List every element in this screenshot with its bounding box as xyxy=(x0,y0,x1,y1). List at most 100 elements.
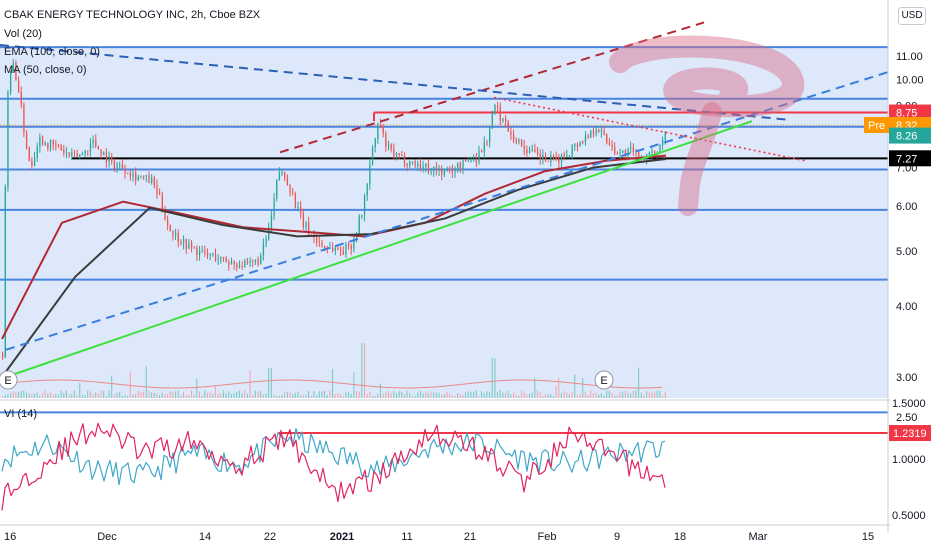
volume-bar xyxy=(17,391,20,398)
candle-body xyxy=(369,164,371,185)
volume-bar xyxy=(475,390,477,398)
time-tick-label: 11 xyxy=(401,531,412,543)
volume-bar xyxy=(347,391,350,398)
candle-body xyxy=(124,168,126,173)
candle-body xyxy=(188,242,190,249)
candle-body xyxy=(129,172,132,177)
indicator-label-vi[interactable]: VI (14) xyxy=(4,408,38,420)
band-bottom xyxy=(0,279,888,398)
candle-body xyxy=(531,149,533,151)
candle-body xyxy=(228,262,230,265)
candle-body xyxy=(249,261,251,263)
vi-plus-line xyxy=(1,427,666,486)
candle-body xyxy=(520,139,523,146)
candle-body xyxy=(167,219,169,226)
volume-bar xyxy=(369,392,371,398)
candle-body xyxy=(316,237,318,242)
indicator-label-ema[interactable]: EMA (100, close, 0) xyxy=(4,46,100,58)
volume-bar xyxy=(284,391,286,398)
candle-body xyxy=(73,152,76,154)
volume-bar xyxy=(111,375,113,398)
candle-body xyxy=(108,156,110,162)
price-tick-label: 5.00 xyxy=(896,246,917,258)
candle-body xyxy=(425,163,427,167)
volume-bar xyxy=(358,391,360,398)
candle-body xyxy=(92,139,94,144)
volume-ma-line xyxy=(1,379,663,389)
indicator-label-ma[interactable]: MA (50, close, 0) xyxy=(4,64,87,76)
trend-lines xyxy=(0,21,932,378)
candle-body xyxy=(422,166,424,169)
candle-body xyxy=(379,124,382,128)
volume-bar xyxy=(300,395,302,398)
candle-body xyxy=(494,105,496,114)
candle-body xyxy=(457,163,459,172)
candle-body xyxy=(334,248,336,251)
candle-body xyxy=(371,147,374,165)
volume-bar xyxy=(603,395,605,398)
time-tick-label: 15 xyxy=(862,531,874,543)
candle-body xyxy=(550,156,552,162)
volume-bar xyxy=(656,390,658,398)
chart-title: CBAK ENERGY TECHNOLOGY INC, 2h, Cboe BZX xyxy=(4,9,261,21)
volume-bar xyxy=(654,392,656,398)
candle-body xyxy=(156,185,158,194)
candle-body xyxy=(204,250,206,253)
candle-body xyxy=(339,249,342,252)
volume-bar xyxy=(627,392,629,398)
pre-market-tag-text: Pre xyxy=(868,120,885,132)
candle-body xyxy=(406,163,408,166)
candle-body xyxy=(385,133,387,147)
candle-body xyxy=(103,152,105,156)
volume-bar xyxy=(273,395,275,398)
currency-button[interactable]: USD xyxy=(898,7,926,25)
volume-bar xyxy=(252,394,254,398)
volume-bar xyxy=(446,392,448,398)
candle-body xyxy=(598,129,600,132)
candle-body xyxy=(539,153,541,159)
volume-bar xyxy=(182,391,185,398)
candle-body xyxy=(587,135,589,138)
volume-bar xyxy=(270,368,272,398)
indicator-label-vol[interactable]: Vol (20) xyxy=(4,28,42,40)
volume-bar xyxy=(526,394,528,398)
candle-body xyxy=(390,144,392,149)
time-tick-label: 16 xyxy=(4,531,16,543)
volume-bar xyxy=(254,390,256,398)
volume-bar xyxy=(20,391,22,398)
volume-bar xyxy=(568,394,570,398)
candle-body xyxy=(63,149,65,153)
candle-body xyxy=(182,239,185,244)
volume-bar xyxy=(337,393,339,398)
candle-body xyxy=(9,70,12,93)
volume-bar xyxy=(217,394,219,398)
candle-body xyxy=(196,247,198,256)
candle-body xyxy=(153,177,155,186)
candle-body xyxy=(294,194,297,209)
volume-bar xyxy=(100,390,102,398)
volume-bar xyxy=(68,394,70,398)
candle-body xyxy=(268,227,270,239)
volume-bar xyxy=(579,393,581,398)
candle-body xyxy=(52,140,54,145)
volume-bar xyxy=(587,394,589,398)
last-price-tag-text: 8.26 xyxy=(896,131,917,143)
volume-bar xyxy=(169,391,171,398)
volume-bar xyxy=(651,391,653,398)
volume-bar xyxy=(366,393,368,398)
volume-bar xyxy=(398,391,400,398)
candle-body xyxy=(180,242,182,244)
candle-body xyxy=(467,160,470,162)
time-tick-label: 22 xyxy=(264,531,276,543)
volume-bar xyxy=(619,392,621,398)
candle-body xyxy=(4,186,6,358)
volume-bar xyxy=(425,391,427,398)
candle-body xyxy=(68,152,70,156)
vi-tick-label: 0.5000 xyxy=(892,510,926,522)
moving-averages xyxy=(1,154,667,378)
volume-bar xyxy=(560,392,562,398)
candle-body xyxy=(654,151,656,155)
volume-bar xyxy=(97,393,99,398)
vi-level-tag xyxy=(889,425,931,442)
